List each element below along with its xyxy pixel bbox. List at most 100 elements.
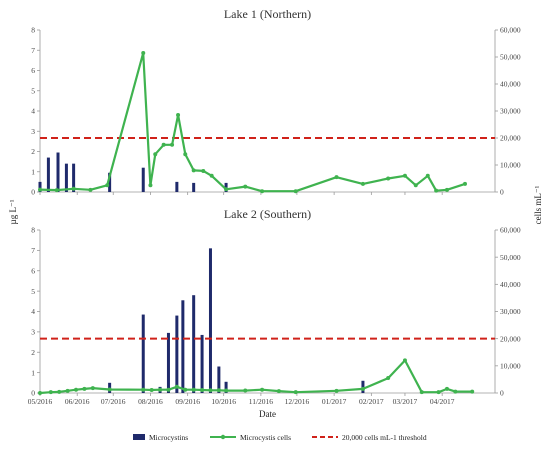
- microcystis-cells-point: [360, 181, 365, 186]
- right-tick-label: 60,000: [500, 226, 521, 235]
- microcystis-cells-point: [141, 387, 146, 392]
- left-tick-label: 0: [31, 188, 35, 197]
- chart-title: Lake 1 (Northern): [224, 7, 311, 21]
- microcystis-cells-point: [74, 387, 79, 392]
- right-tick-label: 30,000: [500, 107, 521, 116]
- right-tick-label: 10,000: [500, 362, 521, 371]
- right-tick-label: 50,000: [500, 53, 521, 62]
- microcystis-cells-point: [436, 390, 441, 395]
- microcystins-bar: [64, 163, 68, 192]
- right-tick-label: 50,000: [500, 253, 521, 262]
- right-tick-label: 20,000: [500, 134, 521, 143]
- microcystis-cells-point: [54, 188, 59, 193]
- right-axis-title: cells mL⁻¹: [533, 185, 543, 224]
- x-tick-label: 01/2017: [322, 397, 347, 406]
- microcystis-cells-point: [224, 388, 229, 393]
- chart-panels: Lake 1 (Northern) 0 1 2 3 4 5 6 7 8 0 10,000 20,000 3…: [8, 7, 543, 419]
- left-tick-label: 6: [31, 66, 35, 75]
- microcystis-cells-point: [453, 389, 458, 394]
- microcystis-cells-point: [444, 386, 449, 391]
- microcystins-bar: [361, 380, 365, 393]
- chart-panel-1: Lake 1 (Northern) 0 1 2 3 4 5 6 7 8 0 10,000 20,000 3…: [31, 7, 521, 197]
- right-tick-label: 40,000: [500, 280, 521, 289]
- microcystis-cells-point: [462, 181, 467, 186]
- microcystis-cells-point: [200, 388, 205, 393]
- x-tick-label: 11/2016: [249, 397, 274, 406]
- right-tick-label: 0: [500, 389, 504, 398]
- microcystis-cells-point: [183, 387, 188, 392]
- left-tick-label: 6: [31, 266, 35, 275]
- microcystis-cells-point: [149, 388, 154, 393]
- microcystis-cells-point: [425, 173, 430, 178]
- microcystis-cells-point: [176, 113, 181, 118]
- left-tick-label: 5: [31, 287, 35, 296]
- microcystis-cells-line: [39, 359, 473, 395]
- x-tick-label: 08/2016: [138, 397, 163, 406]
- right-tick-label: 30,000: [500, 307, 521, 316]
- left-tick-label: 5: [31, 86, 35, 95]
- microcystins-bar: [108, 172, 112, 192]
- x-axis-label: Date: [259, 409, 276, 419]
- left-tick-label: 8: [31, 226, 35, 235]
- microcystis-cells-point: [71, 186, 76, 191]
- microcystins-bar: [166, 332, 170, 393]
- microcystins-bar: [217, 366, 221, 393]
- microcystins-bar: [200, 334, 204, 393]
- microcystis-cells-point: [38, 391, 42, 395]
- x-tick-label: 07/2016: [101, 397, 126, 406]
- microcystis-cells-point: [224, 187, 229, 192]
- microcystis-cells-point: [90, 386, 95, 391]
- chart-panel-2: Lake 2 (Southern) 0 1 2 3 4 5 6 7 8 0 10,000 20,000 3…: [28, 207, 521, 419]
- microcystis-cells-point: [82, 386, 87, 391]
- microcystis-cells-point: [48, 390, 53, 395]
- microcystis-cells-point: [293, 189, 298, 194]
- legend-label-microcystis-cells: Microcystis cells: [240, 433, 291, 442]
- microcystis-cells-point: [260, 387, 265, 392]
- microcystis-cells-point: [191, 168, 196, 173]
- left-tick-label: 0: [31, 389, 35, 398]
- microcystis-cells-point: [386, 376, 391, 381]
- microcystis-cells-point: [208, 388, 213, 393]
- left-tick-label: 1: [31, 368, 35, 377]
- left-axis-title: µg L⁻¹: [8, 199, 18, 224]
- microcystis-cells-line: [39, 51, 466, 193]
- left-tick-label: 2: [31, 348, 35, 357]
- microcystins-bar: [192, 182, 196, 192]
- chart-title: Lake 2 (Southern): [224, 207, 311, 221]
- microcystis-cells-point: [107, 387, 112, 392]
- microcystis-cells-point: [148, 183, 153, 188]
- left-tick-label: 4: [31, 107, 35, 116]
- microcystins-bar: [175, 181, 179, 192]
- microcystins-bar: [141, 314, 145, 393]
- left-tick-label: 2: [31, 147, 35, 156]
- x-tick-label: 06/2016: [65, 397, 90, 406]
- right-tick-label: 40,000: [500, 80, 521, 89]
- x-tick-label: 04/2017: [430, 397, 455, 406]
- microcystis-cells-point: [260, 189, 265, 194]
- microcystis-cells-point: [360, 386, 365, 391]
- microcystis-cells-point: [334, 175, 339, 180]
- microcystis-cells-point: [88, 187, 93, 192]
- microcystis-cells-point: [419, 390, 424, 395]
- microcystis-cells-point: [201, 168, 206, 173]
- microcystins-bar: [208, 248, 212, 393]
- left-tick-label: 7: [31, 246, 35, 255]
- microcystis-cells-point: [183, 152, 188, 157]
- microcystins-bar: [38, 181, 42, 192]
- legend: Microcystins Microcystis cells 20,000 cell…: [133, 433, 427, 442]
- microcystins-bar: [181, 300, 185, 393]
- microcystis-cells-point: [174, 384, 179, 389]
- microcystis-cells-point: [38, 187, 42, 192]
- microcystis-cells-point: [65, 388, 70, 393]
- microcystis-cells-point: [444, 187, 449, 192]
- right-tick-label: 20,000: [500, 334, 521, 343]
- microcystis-cells-point: [413, 183, 418, 188]
- microcystis-cells-point: [191, 387, 196, 392]
- right-tick-label: 60,000: [500, 26, 521, 35]
- legend-marker-microcystis-cells: [220, 434, 226, 440]
- microcystins-bar: [224, 381, 228, 393]
- microcystis-cells-point: [434, 188, 439, 193]
- microcystis-cells-point: [386, 176, 391, 181]
- microcystins-bar: [46, 157, 50, 192]
- legend-swatch-microcystins: [133, 434, 145, 440]
